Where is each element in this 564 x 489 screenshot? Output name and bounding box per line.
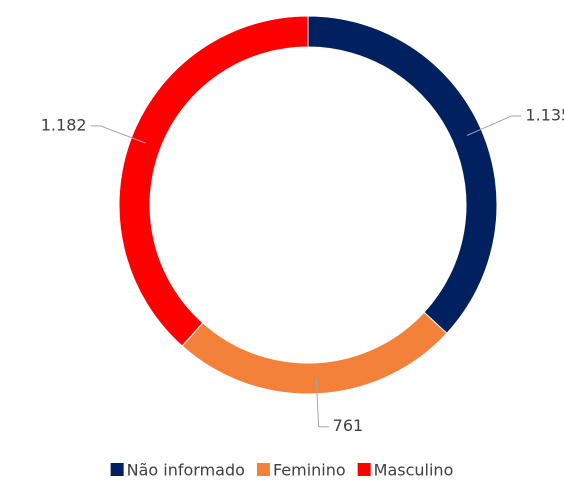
legend-label: Não informado (127, 461, 245, 480)
legend-label: Masculino (374, 461, 454, 480)
data-label: 761 (333, 416, 364, 435)
legend-swatch (256, 463, 270, 476)
legend-swatch (110, 463, 124, 476)
leader-line (90, 125, 147, 144)
donut-slice (307, 15, 498, 334)
leader-line (315, 378, 329, 428)
legend-label: Feminino (273, 461, 346, 480)
leader-line (466, 115, 522, 136)
donut-slice (118, 15, 309, 347)
data-label: 1.182 (41, 115, 87, 134)
donut-slice (181, 311, 448, 395)
legend-swatch (357, 463, 371, 476)
data-label: 1.135 (525, 106, 564, 125)
